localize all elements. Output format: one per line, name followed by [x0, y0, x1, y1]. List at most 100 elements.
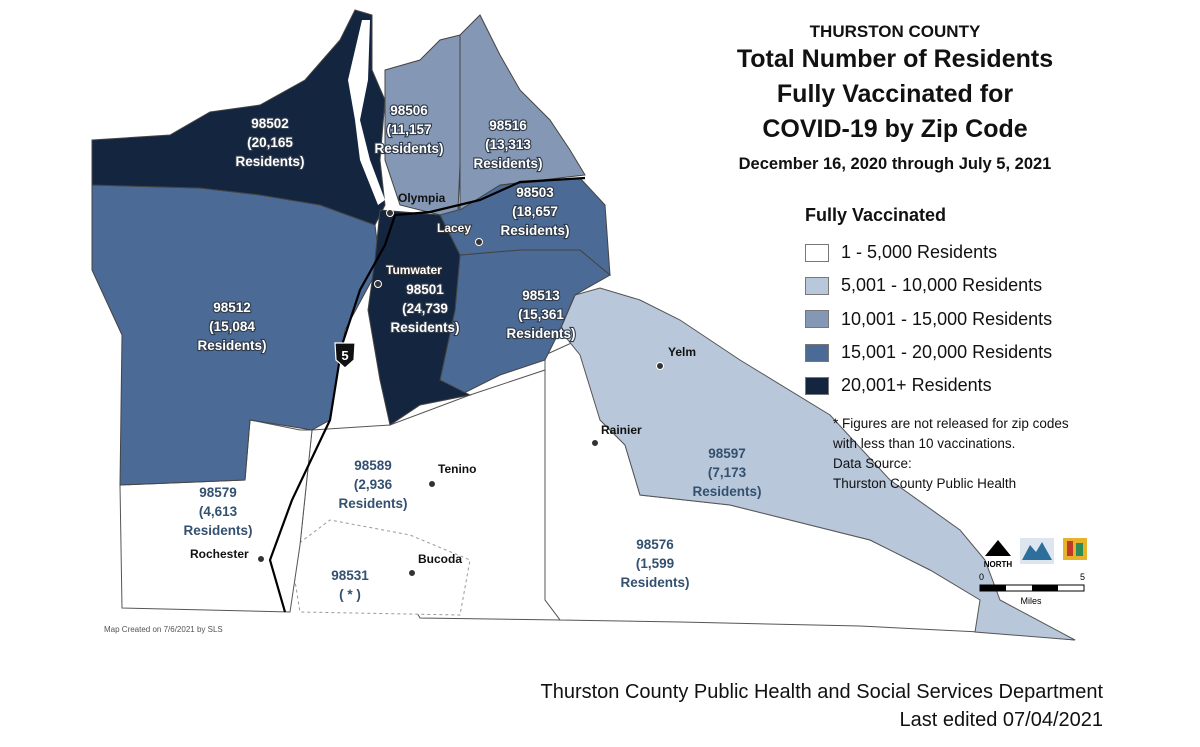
zone-98501[interactable]: [367, 209, 472, 426]
city-dot: [257, 555, 265, 563]
legend-swatch: [805, 343, 829, 362]
legend-swatch: [805, 376, 829, 395]
zip-label-count: (15,361: [518, 307, 564, 322]
legend: Fully Vaccinated 1 - 5,000 Residents 5,0…: [805, 205, 1105, 402]
interstate-5-road: [268, 176, 586, 613]
highway-number: 5: [341, 348, 348, 363]
source-label: Data Source:: [833, 456, 912, 471]
city-rochester: Rochester: [190, 547, 265, 563]
city-olympia: Olympia: [386, 191, 446, 217]
zone-98516[interactable]: [459, 14, 586, 211]
city-label: Olympia: [398, 191, 446, 205]
legend-swatch: [805, 310, 829, 329]
city-label: Rochester: [190, 547, 249, 561]
city-yelm: Yelm: [656, 345, 696, 370]
legend-item: 1 - 5,000 Residents: [805, 236, 1105, 269]
city-dot: [428, 480, 436, 488]
county-seal-icon: [1020, 538, 1054, 564]
city-label: Bucoda: [418, 552, 462, 566]
map-credit: Map Created on 7/6/2021 by SLS: [104, 625, 223, 634]
zip-label-zip: 98506: [390, 103, 428, 118]
legend-label: 15,001 - 20,000 Residents: [841, 342, 1053, 363]
zip-label-98597: 98597 (7,173 Residents): [692, 446, 761, 499]
legend-label: 10,001 - 15,000 Residents: [841, 308, 1053, 329]
north-arrow: NORTH: [984, 540, 1013, 569]
zip-label-98589: 98589 (2,936 Residents): [338, 458, 407, 511]
zip-label-count: (11,157: [386, 122, 431, 137]
title-block: THURSTON COUNTY Total Number of Resident…: [700, 20, 1090, 174]
city-bucoda: Bucoda: [408, 552, 462, 577]
city-label: Tenino: [438, 462, 476, 476]
zip-label-unit: Residents): [620, 575, 689, 590]
zip-label-zip: 98513: [522, 288, 560, 303]
zip-label-zip: 98502: [251, 116, 289, 131]
city-dot: [386, 209, 394, 217]
zone-98531[interactable]: [289, 519, 471, 616]
zip-label-98576: 98576 (1,599 Residents): [620, 537, 689, 590]
zip-label-count: ( * ): [339, 587, 361, 602]
zip-label-98502: 98502 (20,165 Residents): [234, 115, 305, 170]
city-label: Yelm: [668, 345, 696, 359]
inlet-water: [348, 20, 385, 205]
zip-label-unit: Residents): [197, 338, 266, 353]
zip-label-98513: 98513 (15,361 Residents): [505, 287, 576, 342]
zip-label-unit: Residents): [183, 523, 252, 538]
svg-text:Miles: Miles: [1020, 596, 1042, 606]
zip-label-count: (15,084: [209, 319, 255, 334]
main-title-line-2: Fully Vaccinated for: [776, 80, 1014, 108]
zip-label-count: (7,173: [708, 465, 747, 480]
svg-text:NORTH: NORTH: [984, 560, 1013, 569]
zip-label-unit: Residents): [473, 156, 542, 171]
city-dot: [656, 362, 664, 370]
footnote: * Figures are not released for zip codes…: [833, 416, 1069, 451]
zip-label-zip: 98516: [489, 118, 527, 133]
zip-label-unit: Residents): [500, 223, 569, 238]
zip-label-zip: 98512: [213, 300, 251, 315]
legend-item: 15,001 - 20,000 Residents: [805, 336, 1105, 369]
department-name: Thurston County Public Health and Social…: [540, 681, 1104, 703]
city-lacey: Lacey: [436, 220, 483, 246]
zip-label-zip: 98589: [354, 458, 392, 473]
zip-label-98501: 98501 (24,739 Residents): [389, 281, 460, 336]
svg-text:0: 0: [979, 572, 984, 582]
legend-label: 5,001 - 10,000 Residents: [841, 275, 1043, 296]
zip-label-count: (18,657: [512, 204, 558, 219]
city-dot: [408, 569, 416, 577]
date-range: December 16, 2020 through July 5, 2021: [738, 155, 1052, 173]
city-label: Lacey: [437, 221, 471, 235]
legend-label: 1 - 5,000 Residents: [841, 242, 998, 263]
zip-label-98531: 98531 ( * ): [331, 568, 369, 602]
zip-label-count: (24,739: [402, 301, 448, 316]
main-title-line-3: COVID-19 by Zip Code: [762, 115, 1028, 143]
zip-label-unit: Residents): [506, 326, 575, 341]
city-rainier: Rainier: [591, 423, 642, 447]
zip-label-98503: 98503 (18,657 Residents): [499, 184, 570, 239]
svg-text:5: 5: [1080, 572, 1085, 582]
zip-label-98506: 98506 (11,157 Residents): [373, 102, 444, 157]
zip-label-unit: Residents): [338, 496, 407, 511]
interstate-5-shield: 5: [334, 342, 356, 369]
city-label: Tumwater: [386, 263, 442, 277]
legend-title: Fully Vaccinated: [805, 205, 947, 225]
city-tenino: Tenino: [428, 462, 476, 488]
zip-label-unit: Residents): [235, 154, 304, 169]
footer: Thurston County Public Health and Social…: [541, 678, 1104, 734]
zip-label-count: (1,599: [636, 556, 674, 571]
main-title-line-1: Total Number of Residents: [736, 45, 1054, 73]
legend-item: 20,001+ Residents: [805, 369, 1105, 402]
city-markers: Olympia Lacey Tumwater Yelm Rainier Tenino Buc…: [190, 191, 696, 577]
zip-label-count: (2,936: [354, 477, 393, 492]
health-logo-icon: [1063, 538, 1087, 560]
zip-label-zip: 98503: [516, 185, 554, 200]
city-dot: [475, 238, 483, 246]
zone-98502[interactable]: [91, 9, 386, 226]
notes: * Figures are not released for zip codes…: [833, 414, 1093, 494]
legend-label: 20,001+ Residents: [841, 375, 992, 396]
zip-label-zip: 98597: [708, 446, 746, 461]
zip-label-count: (13,313: [485, 137, 531, 152]
zip-label-count: (20,165: [247, 135, 293, 150]
city-tumwater: Tumwater: [374, 262, 443, 288]
legend-swatch: [805, 243, 829, 262]
zone-98597[interactable]: [559, 287, 1076, 641]
